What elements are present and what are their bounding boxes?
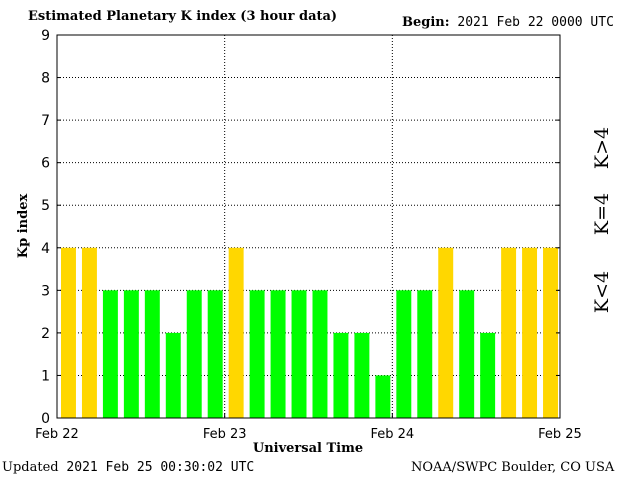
kp-bar [186, 290, 202, 418]
y-tick-label: 9 [41, 28, 50, 44]
kp-bar [480, 332, 496, 418]
x-tick-label: Feb 23 [203, 427, 247, 442]
kp-bar [270, 290, 286, 418]
chart-title: Estimated Planetary K index (3 hour data… [28, 9, 338, 24]
kp-bar [144, 290, 160, 418]
credit-line: NOAA/SWPC Boulder, CO USA [411, 460, 615, 475]
kp-bar [501, 247, 517, 418]
kp-bar [333, 332, 349, 418]
legend-k-mid: K=4 [591, 193, 613, 235]
y-tick-label: 1 [41, 368, 50, 384]
begin-value: 2021 Feb 22 0000 UTC [457, 15, 614, 30]
plot-frame [56, 34, 561, 419]
y-tick-label: 7 [41, 113, 50, 129]
kp-bar [228, 247, 244, 418]
kp-bar [417, 290, 433, 418]
kp-bar [61, 247, 76, 418]
begin-info: Begin: 2021 Feb 22 0000 UTC [402, 15, 614, 30]
bars [61, 247, 558, 418]
updated-value: 2021 Feb 25 00:30:02 UTC [66, 460, 255, 475]
legend-k-high: K>4 [591, 127, 613, 169]
updated-label: Updated [2, 460, 59, 475]
kp-bar [312, 290, 328, 418]
x-tick-label: Feb 25 [538, 427, 582, 442]
kp-bar [81, 247, 97, 418]
y-tick-label: 6 [41, 156, 50, 172]
y-tick-label: 2 [41, 326, 50, 342]
x-axis-label: Universal Time [253, 441, 363, 456]
y-axis-ticks: 0 1 2 3 4 5 6 7 8 9 [41, 28, 560, 427]
kp-bar [291, 290, 307, 418]
y-tick-label: 5 [41, 198, 50, 214]
begin-label: Begin: [402, 15, 450, 30]
x-tick-label: Feb 24 [370, 427, 414, 442]
grid [57, 35, 560, 418]
kp-bar [165, 332, 181, 418]
kp-bar [123, 290, 139, 418]
kp-bar [396, 290, 412, 418]
kp-bar [459, 290, 475, 418]
legend-k-low: K<4 [591, 271, 613, 313]
x-tick-label: Feb 22 [35, 427, 79, 442]
kp-bar [543, 247, 558, 418]
kp-bar [438, 247, 454, 418]
y-tick-label: 3 [41, 283, 50, 299]
kp-bar [375, 375, 391, 418]
kp-bar [249, 290, 265, 418]
updated-info: Updated 2021 Feb 25 00:30:02 UTC [2, 460, 254, 475]
y-axis-label: Kp index [16, 194, 31, 259]
y-tick-label: 8 [41, 71, 50, 87]
x-axis-ticks: Feb 22 Feb 23 Feb 24 Feb 25 [35, 413, 582, 442]
kp-bar [522, 247, 538, 418]
y-tick-label: 0 [41, 411, 50, 427]
kp-bar [102, 290, 118, 418]
kp-bar [207, 290, 223, 418]
kp-bar [354, 332, 370, 418]
y-tick-label: 4 [41, 241, 50, 257]
